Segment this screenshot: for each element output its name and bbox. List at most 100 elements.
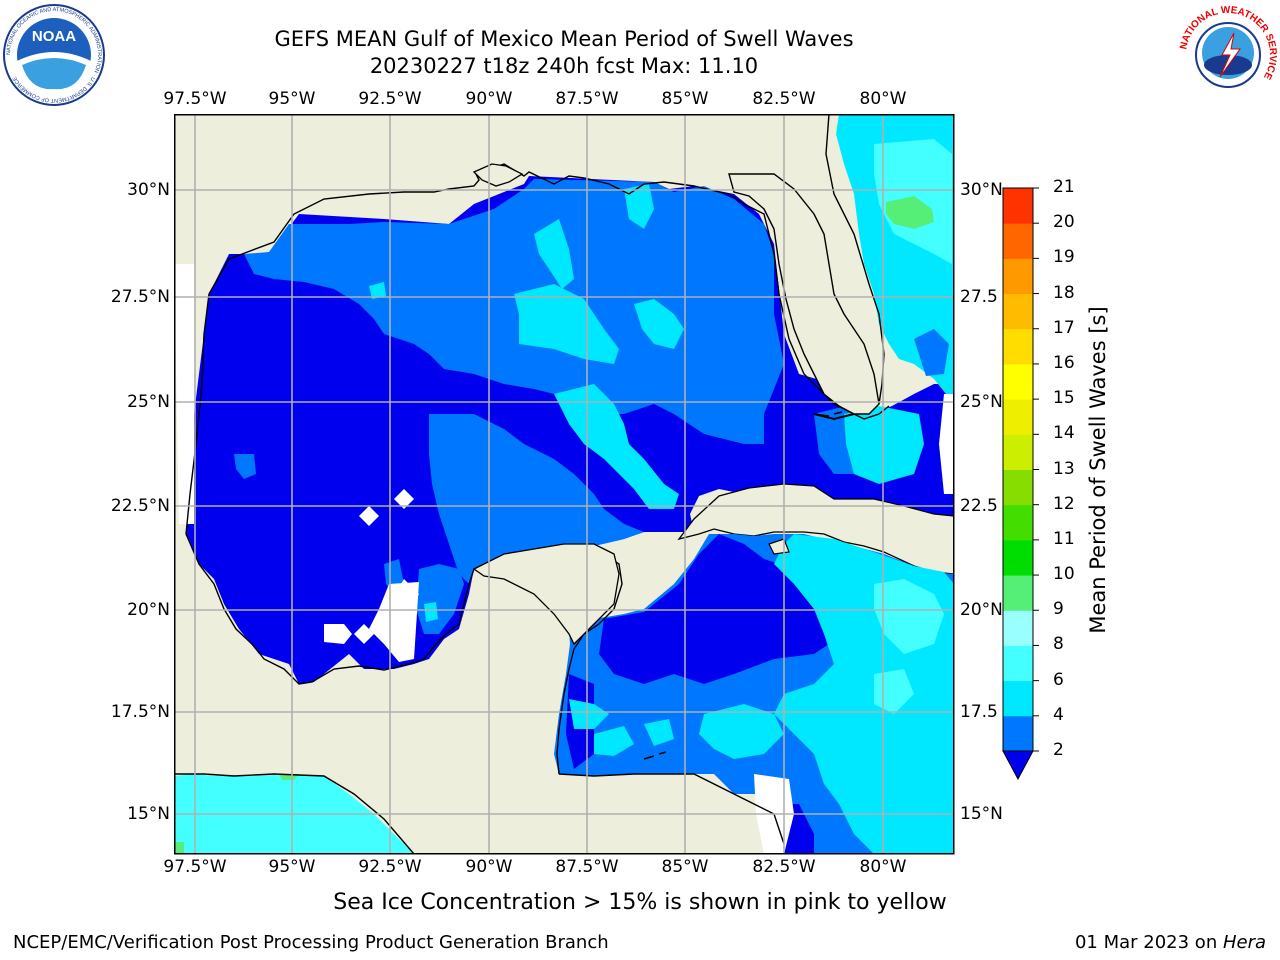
lon-label-bottom: 95°W [268,857,316,877]
colorbar-tick-label: 13 [1053,458,1075,479]
lat-label-left: 22.5°N [110,496,170,516]
no-data-patch [394,489,414,509]
caribbean-longer-period-area [644,719,674,746]
colorbar-band [1003,680,1033,717]
gulf-longer-period-area [634,299,684,349]
lat-label-right: 30°N [960,180,1003,200]
florida-straits-light [844,406,924,484]
lat-label-right: 22.5 [960,496,998,516]
caribbean-longer-period-area [594,726,634,756]
colorbar-band [1003,188,1033,224]
lon-label-bottom: 80°W [859,857,907,877]
colorbar-band [1003,610,1033,646]
colorbar-tick-label: 6 [1053,669,1064,690]
colorbar-tick-label: 11 [1053,528,1075,549]
lat-label-right: 25°N [960,392,1003,412]
caribbean-longer-period-area [699,704,784,759]
gulf-longer-period-area [554,384,679,509]
colorbar-band [1003,223,1033,259]
svg-text:NOAA: NOAA [32,28,76,45]
lon-label-top: 95°W [268,89,316,109]
yucatan-peninsula [472,543,620,646]
lat-label-left: 25°N [127,392,170,412]
colorbar-tick-label: 20 [1053,212,1075,233]
colorbar-band [1003,539,1033,576]
island-grand-bahama [813,411,843,417]
lat-label-left: 20°N [127,600,170,620]
map-subtitle: 20230227 t18z 240h fcst Max: 11.10 [369,54,759,78]
florida-keys [813,413,855,421]
lon-label-bottom: 82.5°W [752,857,816,877]
colorbar-tick-label: 19 [1053,247,1075,268]
lon-label-top: 97.5°W [163,89,227,109]
lon-label-bottom: 87.5°W [555,857,619,877]
lon-label-top: 87.5°W [555,89,619,109]
machine-name: Hera [1222,932,1266,953]
colorbar-band [1003,328,1033,365]
colorbar-band [1003,434,1033,470]
colorbar-band [1003,645,1033,682]
colorbar-band [1003,504,1033,541]
colorbar-band [1003,399,1033,435]
colorbar-band [1003,575,1033,611]
colorbar-band [1003,469,1033,506]
us-gulf-coastline [185,163,890,535]
atlantic-mid-period-area [914,329,949,376]
gulf-mid-period-area [429,414,644,584]
no-data-patch [369,582,419,662]
colorbar-tick-label: 9 [1053,599,1064,620]
caribbean-longer-period-area [569,699,609,729]
colorbar-tick-label: 16 [1053,352,1075,373]
colorbar-tick-label: 15 [1053,388,1075,409]
no-data-patch [939,394,954,494]
gulf-longer-period-area [534,219,574,289]
colorbar-tick-label: 18 [1053,282,1075,303]
caribbean-pale-area [874,579,944,654]
colorbar-tick-label: 14 [1053,423,1075,444]
colorbar-tick-label: 2 [1053,740,1064,760]
pacific-coastline [174,773,415,854]
sea-ice-note: Sea Ice Concentration > 15% is shown in … [333,890,947,915]
date-text: 01 Mar 2023 on [1074,932,1223,953]
lon-label-top: 80°W [859,89,907,109]
gulf-longer-period-area [369,282,386,299]
lon-label-top: 90°W [465,89,513,109]
island-cayman [643,751,667,760]
lon-label-top: 85°W [661,89,709,109]
no-data-patch [359,506,379,526]
caribbean-pale-area [874,669,914,714]
gulf-mid-period-area [244,179,784,444]
pacific-green-patch [174,842,184,854]
colorbar-tick-label: 8 [1053,634,1064,655]
lat-label-right: 27.5 [960,287,998,307]
lon-label-top: 92.5°W [358,89,422,109]
map-title: GEFS MEAN Gulf of Mexico Mean Period of … [274,27,854,51]
generation-date: 01 Mar 2023 on Hera [1075,932,1266,953]
mississippi-delta [472,163,524,187]
colorbar-tick-label: 12 [1053,493,1075,514]
lat-label-left: 27.5°N [110,287,170,307]
colorbar-under-arrow [1002,750,1034,781]
lon-label-top: 82.5°W [752,89,816,109]
colorbar-band [1003,293,1033,330]
colorbar-tick-label: 17 [1053,317,1075,338]
gulf-longer-period-area [424,602,438,622]
no-data-patch [324,624,352,644]
colorbar-tick-label: 21 [1053,177,1075,197]
colorbar-band [1003,363,1033,400]
lon-label-bottom: 92.5°W [358,857,422,877]
colorbar-tick-label: 4 [1053,704,1064,725]
noaa-logo: NOAA NATIONAL OCEANIC AND ATMOSPHERIC AD… [3,4,105,106]
lon-label-bottom: 85°W [661,857,709,877]
lat-label-right: 17.5 [960,702,998,722]
atlantic-green-area [886,196,934,229]
colorbar-band [1003,715,1033,752]
no-data-patch [174,264,194,524]
credit-text: NCEP/EMC/Verification Post Processing Pr… [13,932,609,953]
lat-label-left: 15°N [127,804,170,824]
lon-label-bottom: 90°W [465,857,513,877]
gulf-longer-period-area [514,284,619,364]
colorbar [1002,187,1039,781]
central-america-coastline [558,773,785,845]
lat-label-left: 30°N [127,180,170,200]
